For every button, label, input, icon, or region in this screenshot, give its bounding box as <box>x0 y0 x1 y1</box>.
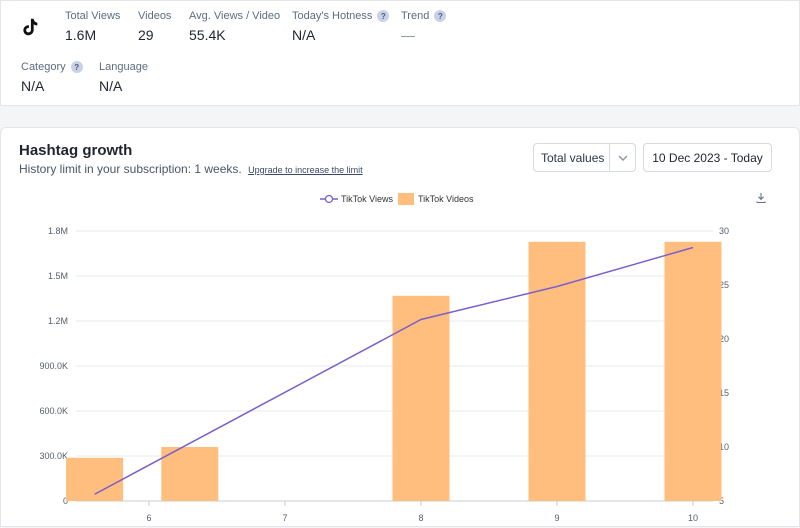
bar-tiktok-videos <box>528 241 586 502</box>
chart-legend: TikTok Views TikTok Videos <box>320 193 474 205</box>
tiktok-logo-icon <box>23 18 38 36</box>
meta-value: N/A <box>21 78 45 94</box>
chevron-down-icon[interactable] <box>609 144 635 171</box>
line-tiktok-views <box>94 246 694 495</box>
stat-trend: Trend? — <box>401 10 447 43</box>
upgrade-link[interactable]: Upgrade to increase the limit <box>248 165 363 175</box>
meta-label: Category <box>21 61 66 73</box>
stat-label: Trend <box>401 10 430 22</box>
y-right-tick-label: 10 <box>719 442 729 452</box>
hashtag-meta-bar: Category? N/A Language N/A <box>0 52 800 106</box>
date-range-button[interactable]: 10 Dec 2023 - Today <box>643 143 772 172</box>
stat-value: — <box>401 27 415 43</box>
y-left-tick-label: 300.0K <box>39 451 68 461</box>
legend-bar-swatch <box>398 193 414 205</box>
y-right-tick-label: 5 <box>719 496 724 506</box>
stat-value: 29 <box>138 27 154 43</box>
hashtag-stats-bar: Total Views 1.6M Videos 29 Avg. Views / … <box>0 0 800 53</box>
y-right-tick-label: 20 <box>719 334 729 344</box>
stat-value: 1.6M <box>65 27 97 43</box>
y-left-tick-label: 1.2M <box>48 316 68 326</box>
hashtag-growth-card: Hashtag growth History limit in your sub… <box>0 127 800 527</box>
values-select[interactable]: Total values <box>533 143 636 172</box>
y-left-tick-label: 900.0K <box>39 361 68 371</box>
bar-tiktok-videos <box>161 447 219 501</box>
y-right-tick-label: 30 <box>719 226 729 236</box>
stat-label: Videos <box>138 10 172 22</box>
stat-label: Today's Hotness <box>292 10 373 22</box>
y-left-tick-label: 600.0K <box>39 406 68 416</box>
x-tick-label: 10 <box>688 513 698 523</box>
help-icon[interactable]: ? <box>434 10 447 22</box>
y-right-tick-label: 15 <box>719 388 729 398</box>
legend-label-views: TikTok Views <box>341 194 394 204</box>
y-left-tick-label: 1.8M <box>48 226 68 236</box>
subscription-note: History limit in your subscription: 1 we… <box>19 162 363 176</box>
y-right-tick-label: 25 <box>719 280 729 290</box>
legend-label-videos: TikTok Videos <box>418 194 474 204</box>
stat-videos: Videos 29 <box>138 10 171 43</box>
growth-chart: 0 300.0K 600.0K 900.0K 1.2M 1.5M 1.8M 5 10 15 20 25… <box>39 193 729 523</box>
x-tick-label: 7 <box>282 513 287 523</box>
stat-value: 55.4K <box>189 27 226 43</box>
values-select-label: Total values <box>541 150 605 165</box>
help-icon[interactable]: ? <box>70 61 83 73</box>
help-icon[interactable]: ? <box>377 10 390 22</box>
x-tick-label: 9 <box>554 513 559 523</box>
chart-title: Hashtag growth <box>19 142 133 159</box>
bar-tiktok-videos <box>66 457 124 501</box>
stat-hotness: Today's Hotness? N/A <box>292 10 390 43</box>
x-tick-label: 6 <box>146 513 151 523</box>
legend-marker <box>324 194 334 204</box>
bar-tiktok-videos <box>664 241 722 502</box>
download-icon[interactable] <box>755 192 767 204</box>
y-left-tick-label: 0 <box>63 496 68 506</box>
y-left-tick-label: 1.5M <box>48 271 68 281</box>
meta-language: Language N/A <box>99 61 148 94</box>
stat-total-views: Total Views 1.6M <box>65 10 120 43</box>
meta-category: Category? N/A <box>21 61 83 94</box>
stat-avg-views: Avg. Views / Video 55.4K <box>189 10 280 43</box>
bar-tiktok-videos <box>392 295 450 501</box>
meta-label: Language <box>99 61 148 73</box>
stat-label: Avg. Views / Video <box>189 10 281 22</box>
stat-label: Total Views <box>65 10 121 22</box>
meta-value: N/A <box>99 78 123 94</box>
stat-value: N/A <box>292 27 316 43</box>
history-limit-text: History limit in your subscription: 1 we… <box>19 162 242 176</box>
x-tick-label: 8 <box>418 513 423 523</box>
